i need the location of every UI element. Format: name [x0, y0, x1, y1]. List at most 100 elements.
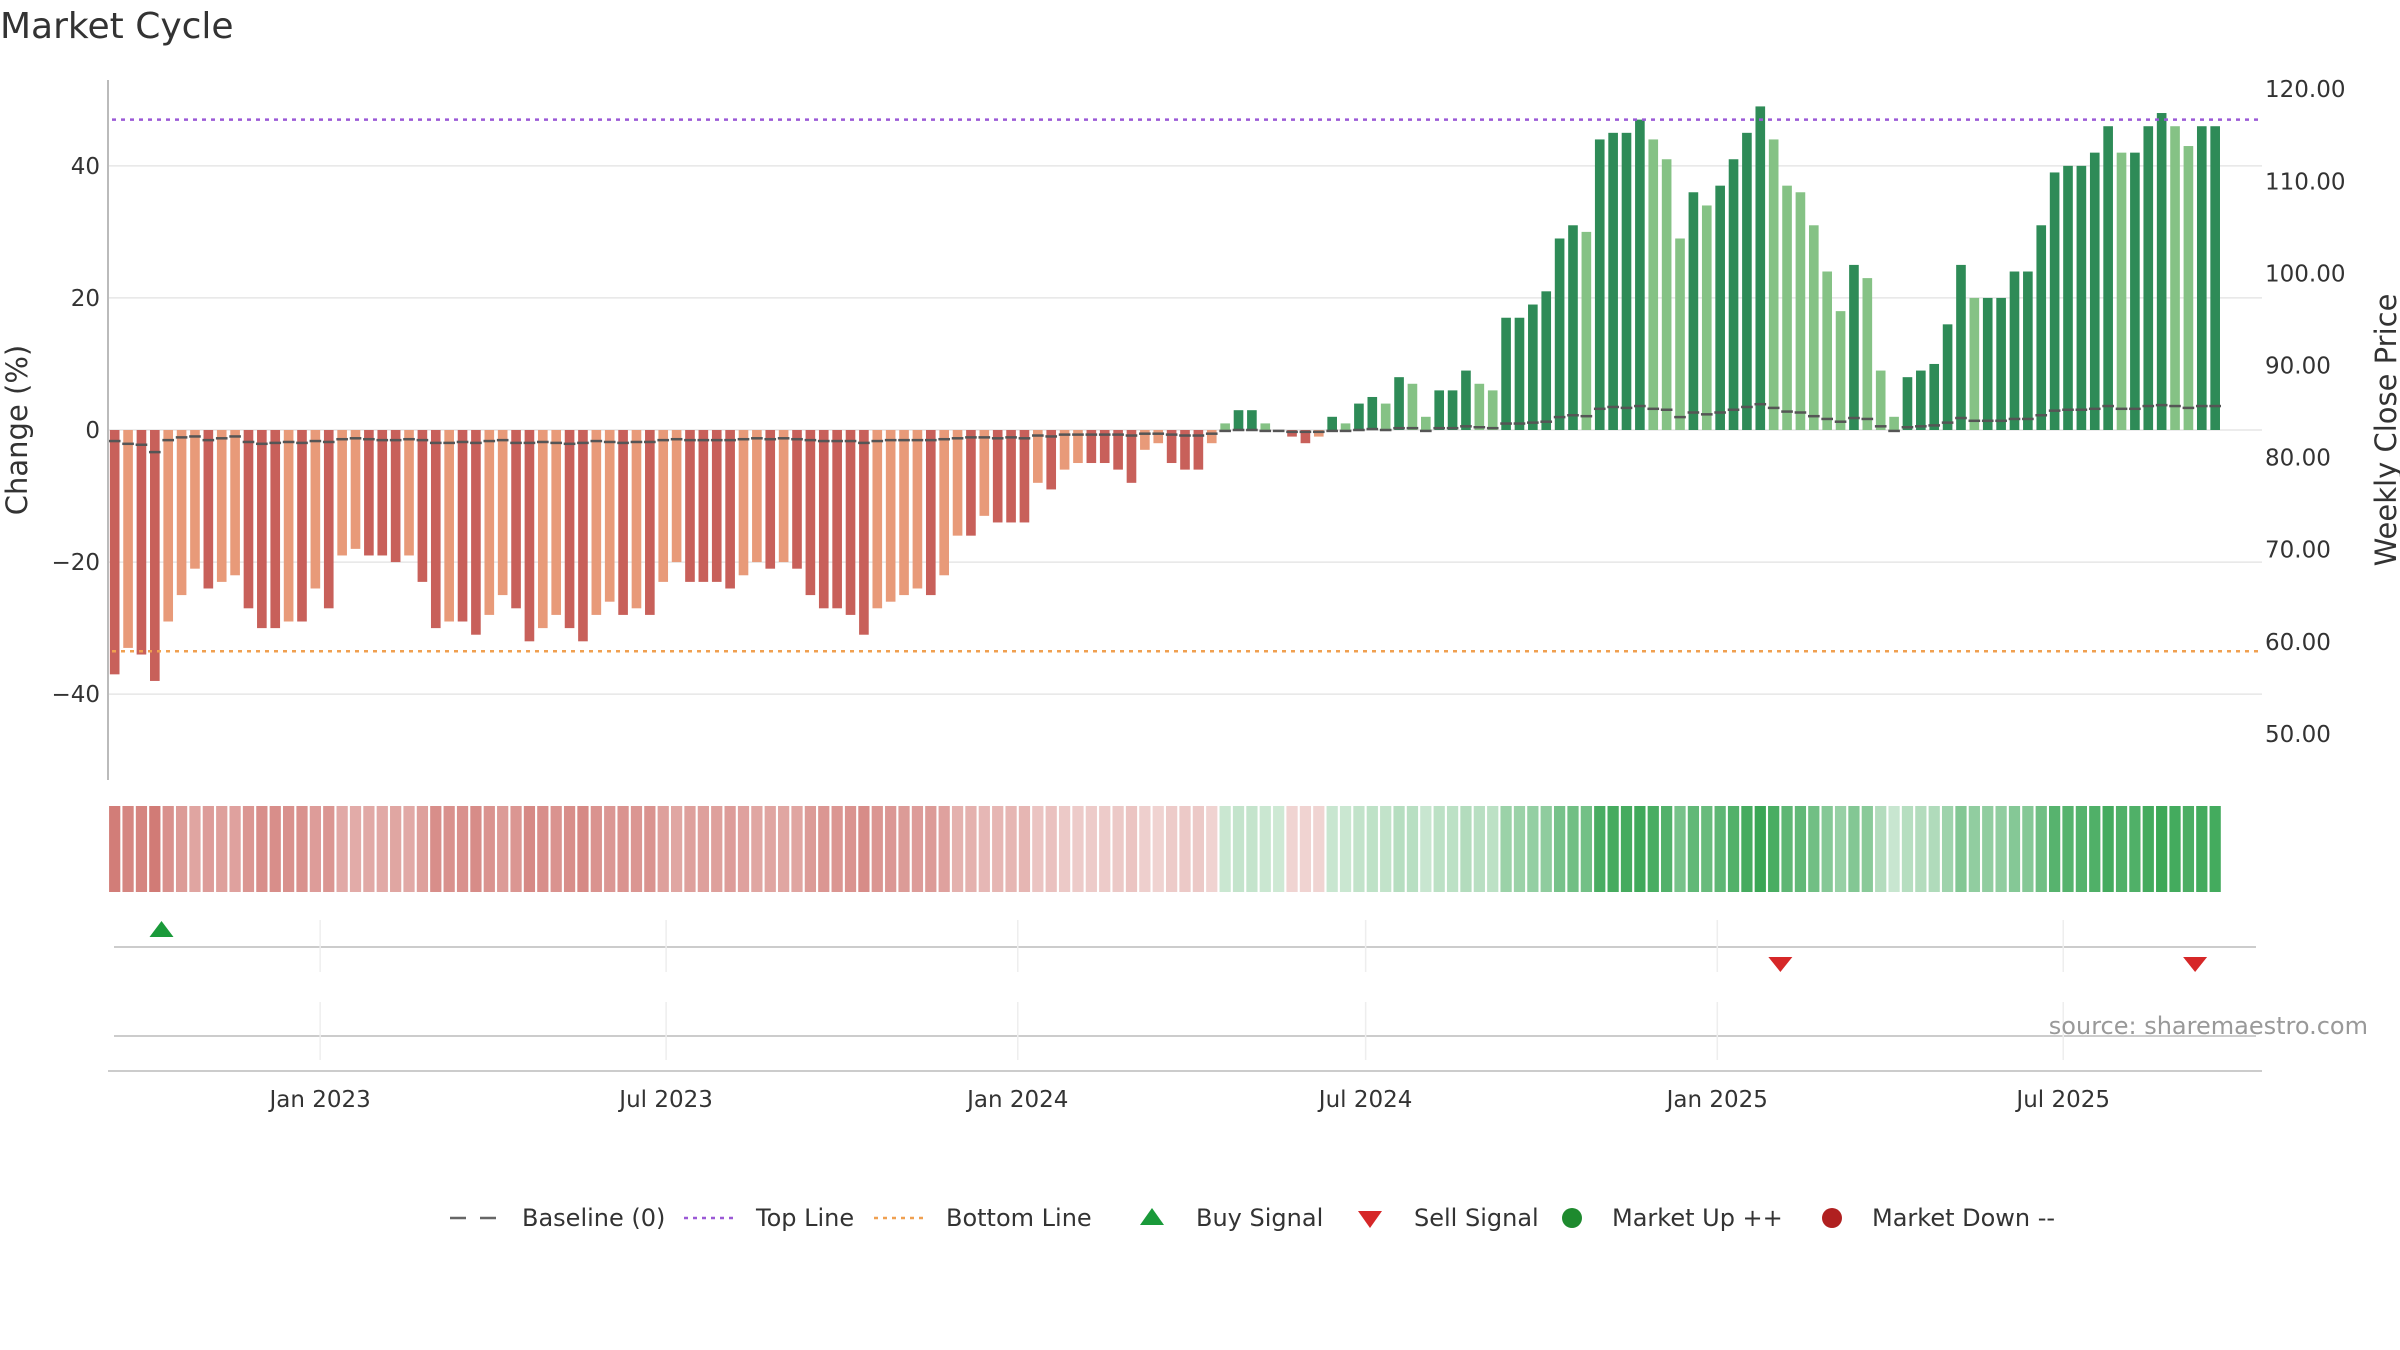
change-bar — [2049, 172, 2060, 431]
cycle-strip-cell — [1634, 806, 1646, 892]
cycle-strip-cell — [1768, 806, 1780, 892]
change-bar — [778, 430, 789, 563]
cycle-strip-cell — [1714, 806, 1726, 892]
cycle-strip-cell — [925, 806, 937, 892]
change-bar — [444, 430, 454, 622]
cycle-strip-cell — [2089, 806, 2101, 892]
cycle-strip-cell — [1594, 806, 1606, 892]
y2-tick-label: 50.00 — [2265, 722, 2331, 748]
change-bar — [2116, 152, 2127, 430]
cycle-strip-cell — [1821, 806, 1833, 892]
change-bar — [1728, 159, 1739, 430]
cycle-strip-cell — [1901, 806, 1914, 892]
change-bar — [1581, 231, 1592, 430]
cycle-strip-cell — [1353, 806, 1365, 892]
change-bar — [417, 430, 428, 582]
change-bar — [1929, 363, 1940, 430]
change-bar — [457, 430, 468, 622]
cycle-strip-cell — [135, 806, 148, 892]
cycle-strip-cell — [1661, 806, 1673, 892]
cycle-strip-cell — [1487, 806, 1499, 892]
cycle-strip-cell — [1219, 806, 1231, 892]
change-bar — [1996, 297, 2006, 430]
cycle-strip-cell — [1982, 806, 1994, 892]
x-tick-label: Jan 2023 — [267, 1087, 370, 1113]
change-bar — [497, 430, 508, 596]
cycle-strip-cell — [497, 806, 509, 892]
cycle-strip-cell — [1620, 806, 1633, 892]
cycle-strip-cell — [2008, 806, 2021, 892]
x-tick-label: Jul 2025 — [2014, 1087, 2110, 1113]
change-bar — [1059, 430, 1070, 470]
change-bar — [1621, 132, 1632, 430]
change-bar — [2036, 225, 2047, 430]
legend-market-up-swatch — [1562, 1208, 1582, 1228]
cycle-strip-cell — [363, 806, 375, 892]
cycle-strip-cell — [992, 806, 1004, 892]
cycle-strip-cell — [1099, 806, 1111, 892]
change-bar — [1594, 139, 1605, 430]
change-bar — [297, 430, 307, 622]
y2-tick-label: 80.00 — [2265, 446, 2331, 472]
cycle-strip-cell — [1299, 806, 1312, 892]
change-bar — [658, 430, 669, 582]
cycle-strip-cell — [1326, 806, 1338, 892]
change-bar — [564, 430, 575, 629]
change-bar — [591, 430, 602, 615]
cycle-strip-cell — [1567, 806, 1579, 892]
change-bar — [471, 430, 481, 635]
cycle-strip-cell — [2209, 806, 2221, 892]
change-bar — [1795, 192, 1806, 430]
change-bar — [123, 430, 133, 648]
change-bar — [1206, 430, 1217, 444]
change-bar — [618, 430, 628, 615]
cycle-strip-cell — [109, 806, 121, 892]
cycle-strip-cell — [697, 806, 709, 892]
cycle-strip-cell — [162, 806, 174, 892]
cycle-strip-cell — [911, 806, 924, 892]
cycle-strip — [109, 806, 2221, 892]
change-bar — [257, 430, 267, 629]
change-bar — [698, 430, 709, 582]
cycle-strip-cell — [858, 806, 870, 892]
cycle-strip-cell — [1580, 806, 1592, 892]
change-bar — [872, 430, 883, 609]
change-bar — [1006, 430, 1016, 523]
cycle-strip-cell — [537, 806, 549, 892]
buy-signal-marker — [149, 921, 174, 937]
cycle-strip-cell — [416, 806, 429, 892]
change-bar — [1073, 430, 1083, 464]
change-bar — [1688, 192, 1699, 430]
change-bar — [1822, 271, 1833, 430]
change-bar — [1153, 430, 1164, 444]
x-tick-label: Jan 2025 — [1665, 1087, 1768, 1113]
change-bar — [1354, 403, 1364, 430]
cycle-strip-cell — [751, 806, 763, 892]
cycle-strip-cell — [1727, 806, 1740, 892]
change-bar — [1461, 370, 1471, 430]
cycle-strip-cell — [1687, 806, 1700, 892]
change-bar — [1033, 430, 1043, 483]
change-bar — [511, 430, 521, 609]
cycle-strip-cell — [1125, 806, 1138, 892]
cycle-strip-cell — [1179, 806, 1191, 892]
change-bar — [1113, 430, 1123, 470]
cycle-strip-cell — [2142, 806, 2154, 892]
cycle-strip-cell — [149, 806, 161, 892]
change-bar — [1889, 416, 1899, 430]
cycle-strip-cell — [2182, 806, 2195, 892]
change-bar — [1380, 403, 1391, 430]
legend-label: Baseline (0) — [522, 1204, 665, 1232]
change-bar — [1849, 264, 1859, 430]
legend-buy-swatch — [1140, 1208, 1164, 1225]
cycle-strip-cell — [1875, 806, 1887, 892]
change-bar — [1394, 377, 1404, 430]
change-bar — [805, 430, 816, 596]
cycle-strip-cell — [309, 806, 321, 892]
change-bar — [711, 430, 722, 582]
change-bar — [1474, 383, 1485, 430]
cycle-strip-cell — [1553, 806, 1566, 892]
cycle-strip-cell — [1446, 806, 1459, 892]
change-bar — [1019, 430, 1030, 523]
cycle-strip-cell — [2196, 806, 2208, 892]
